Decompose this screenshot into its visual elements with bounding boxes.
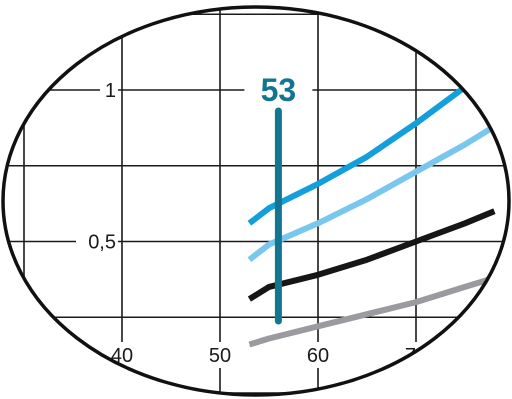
x-tick-label-bg: [301, 342, 335, 368]
y-tick-label: 1: [105, 80, 116, 102]
x-tick-label: 50: [209, 345, 231, 367]
series-line-2: [247, 123, 496, 263]
lens-outline: [1, 5, 511, 397]
y-tick-label-bg: [76, 228, 118, 255]
marker-group: 53: [244, 70, 313, 325]
y-tick-label: 0,5: [88, 232, 116, 254]
marker-label-bg: [244, 70, 313, 104]
series-line-4: [248, 275, 496, 348]
marker-label: 53: [261, 72, 297, 108]
x-tick-label-bg: [203, 342, 237, 368]
y-tick-label-bg: [100, 77, 118, 103]
series-line-3: [247, 208, 496, 302]
x-tick-label: 60: [307, 345, 329, 367]
